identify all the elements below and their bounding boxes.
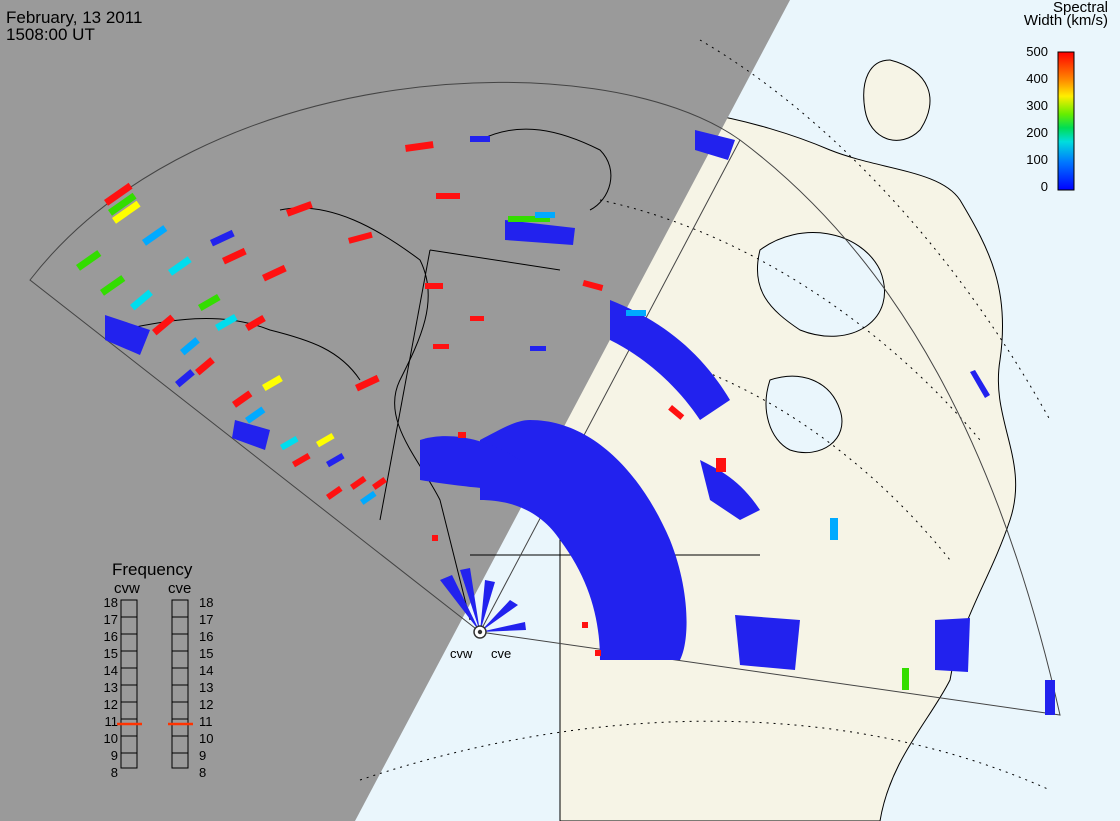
- radar-label-cve: cve: [491, 646, 512, 661]
- frequency-level: 10: [199, 731, 214, 746]
- radar-label-cvw: cvw: [450, 646, 473, 661]
- colorbar-tick-label: 0: [1040, 179, 1048, 194]
- frequency-level: 16: [199, 629, 214, 644]
- frequency-radar-label-cve: cve: [168, 580, 192, 597]
- frequency-level: 15: [103, 646, 118, 661]
- frequency-level: 13: [199, 680, 214, 695]
- frequency-gauges: [117, 599, 193, 769]
- colorbar-tick-label: 300: [1026, 98, 1048, 113]
- frequency-level: 10: [103, 731, 118, 746]
- frequency-level: 16: [103, 629, 118, 644]
- backscatter-scattered: [76, 136, 909, 690]
- frequency-level: 8: [110, 765, 118, 780]
- frequency-level: 18: [103, 595, 118, 610]
- colorbar-tick-label: 500: [1026, 44, 1048, 59]
- frequency-level: 14: [103, 663, 118, 678]
- field-of-view-outline: [29, 81, 1061, 716]
- frequency-level: 17: [199, 612, 214, 627]
- backscatter-fan-near-radar: [440, 568, 526, 632]
- frequency-level: 17: [103, 612, 118, 627]
- colorbar-tick-label: 100: [1026, 152, 1048, 167]
- frequency-panel-title: Frequency: [112, 560, 193, 579]
- frequency-level: 14: [199, 663, 214, 678]
- colorbar-title-line1: Spectral: [1052, 0, 1108, 16]
- radar-site-markers: [473, 625, 487, 639]
- frequency-level: 9: [110, 748, 118, 763]
- frequency-level: 11: [199, 714, 213, 729]
- backscatter-main-east: [105, 130, 1055, 715]
- frequency-level: 12: [103, 697, 118, 712]
- frequency-level: 18: [199, 595, 214, 610]
- frequency-level: 11: [104, 714, 119, 729]
- colorbar-tick-label: 400: [1026, 71, 1048, 86]
- plot-date: February, 13 2011: [6, 8, 143, 27]
- frequency-level: 12: [199, 697, 214, 712]
- colorbar: [1057, 51, 1075, 191]
- plot-time: 1508:00 UT: [6, 25, 95, 44]
- colorbar-tick-label: 200: [1026, 125, 1048, 140]
- frequency-radar-label-cvw: cvw: [114, 580, 140, 597]
- frequency-level: 13: [103, 680, 118, 695]
- frequency-level: 9: [199, 748, 207, 763]
- frequency-level: 8: [199, 765, 207, 780]
- colorbar-title-line2: Width (km/s): [1023, 12, 1108, 29]
- frequency-level: 15: [199, 646, 214, 661]
